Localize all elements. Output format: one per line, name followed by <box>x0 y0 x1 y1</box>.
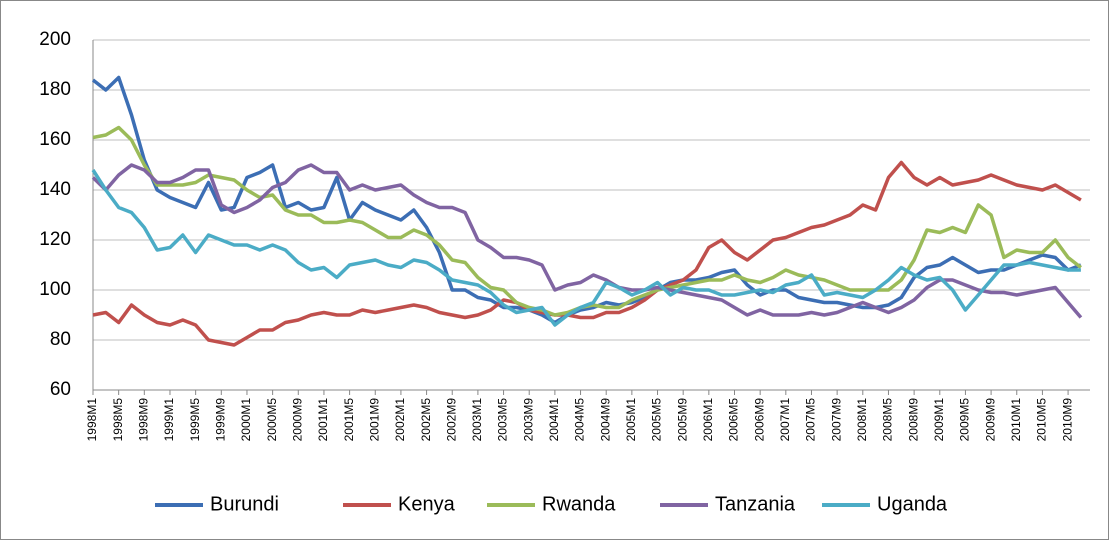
x-tick-label: 2002M1 <box>393 398 407 442</box>
y-tick-label: 200 <box>39 29 71 50</box>
legend-label: Uganda <box>877 493 948 515</box>
x-tick-label: 2000M5 <box>265 398 279 442</box>
x-tick-label: 2006M9 <box>752 398 766 442</box>
x-tick-label: 1999M9 <box>213 398 227 442</box>
y-tick-label: 140 <box>39 179 71 200</box>
x-tick-label: 2009M5 <box>958 398 972 442</box>
x-tick-label: 2004M1 <box>547 398 561 442</box>
series-line <box>92 160 1082 347</box>
x-tick-label: 1999M1 <box>162 398 176 442</box>
x-tick-label: 2006M5 <box>727 398 741 442</box>
x-tick-label: 2001M9 <box>367 398 381 442</box>
x-tick-label: 2010M5 <box>1035 398 1049 442</box>
x-tick-label: 2008M9 <box>906 398 920 442</box>
x-tick-label: 2004M5 <box>573 398 587 442</box>
x-tick-label: 1999M5 <box>188 398 202 442</box>
x-tick-label: 2009M1 <box>932 398 946 442</box>
x-tick-label: 2002M5 <box>419 398 433 442</box>
x-tick-label: 2000M1 <box>239 398 253 442</box>
x-tick-label: 2001M5 <box>342 398 356 442</box>
series-line <box>91 163 1083 319</box>
x-tick-label: 1998M5 <box>111 398 125 442</box>
x-tick-label: 2008M5 <box>881 398 895 442</box>
x-tick-label: 2004M9 <box>598 398 612 442</box>
x-tick-label: 2005M5 <box>650 398 664 442</box>
x-tick-label: 2005M9 <box>675 398 689 442</box>
x-tick-label: 2008M1 <box>855 398 869 442</box>
y-tick-label: 160 <box>39 129 71 150</box>
x-tick-label: 1998M1 <box>85 398 99 442</box>
y-tick-label: 180 <box>39 79 71 100</box>
x-tick-label: 2006M1 <box>701 398 715 442</box>
x-tick-label: 2010M9 <box>1060 398 1074 442</box>
y-tick-label: 60 <box>50 379 71 400</box>
x-tick-label: 2003M9 <box>521 398 535 442</box>
x-tick-label: 2003M1 <box>470 398 484 442</box>
x-tick-label: 2007M5 <box>804 398 818 442</box>
x-tick-label: 1998M9 <box>136 398 150 442</box>
x-tick-label: 2009M9 <box>983 398 997 442</box>
y-tick-label: 100 <box>39 279 71 300</box>
x-tick-label: 2007M9 <box>829 398 843 442</box>
x-tick-label: 2010M1 <box>1009 398 1023 442</box>
legend-label: Rwanda <box>542 493 616 515</box>
legend-label: Kenya <box>398 493 456 515</box>
y-tick-label: 80 <box>50 329 71 350</box>
x-tick-label: 2007M1 <box>778 398 792 442</box>
x-tick-label: 2000M9 <box>290 398 304 442</box>
x-tick-label: 2003M5 <box>496 398 510 442</box>
legend-label: Tanzania <box>715 493 796 515</box>
x-tick-label: 2002M9 <box>444 398 458 442</box>
legend-label: Burundi <box>210 493 279 515</box>
y-tick-label: 120 <box>39 229 71 250</box>
series-line <box>91 169 1081 327</box>
x-tick-label: 2005M1 <box>624 398 638 442</box>
x-tick-label: 2001M1 <box>316 398 330 442</box>
